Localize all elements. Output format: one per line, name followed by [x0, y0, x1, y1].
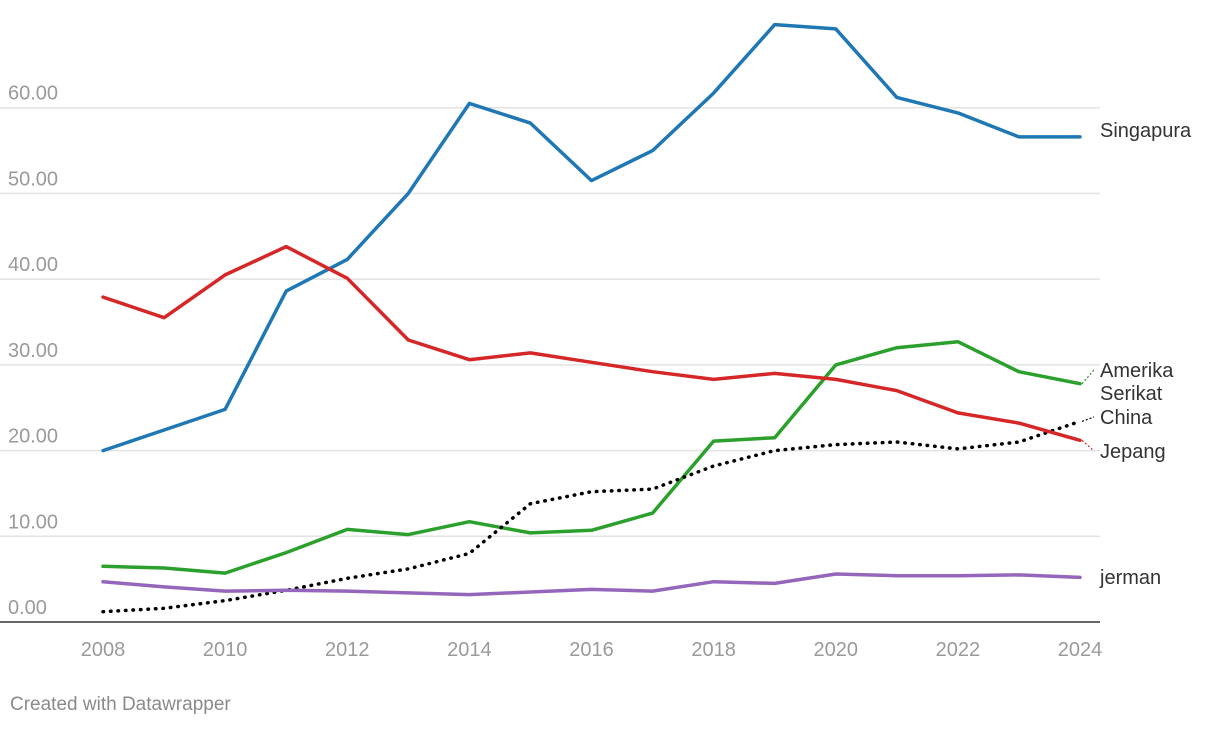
label-connector-jepang [1081, 439, 1095, 452]
series-line-jepang [101, 244, 1082, 443]
y-tick-label: 20.00 [8, 426, 58, 448]
series-label-amerika-serikat: Serikat [1100, 383, 1163, 405]
x-tick-label: 2020 [814, 639, 859, 661]
series-label-jerman: jerman [1099, 567, 1161, 589]
label-connector-china [1081, 416, 1095, 422]
series-label-china: China [1100, 407, 1153, 429]
x-axis: 2008 2010 2012 2014 2016 2018 2020 2022 2024 [0, 621, 1103, 661]
series-label-amerika-serikat: Amerika [1100, 360, 1174, 382]
y-tick-label: 30.00 [8, 340, 58, 362]
x-tick-label: 2014 [447, 639, 492, 661]
series-label-singapura: Singapura [1100, 120, 1192, 142]
series-line-singapura [101, 22, 1082, 453]
series-line-jerman [101, 572, 1082, 597]
y-tick-label: 0.00 [8, 597, 47, 619]
label-connector-amerika-serikat [1081, 369, 1095, 385]
x-tick-label: 2012 [325, 639, 370, 661]
series-line-china [101, 419, 1082, 614]
series-line-amerika-serikat [101, 339, 1082, 575]
x-tick-label: 2024 [1058, 639, 1103, 661]
gridlines [0, 106, 1100, 538]
series-label-jepang: Jepang [1100, 441, 1166, 463]
y-axis: 0.00 10.00 20.00 30.00 40.00 50.00 60.00 [8, 83, 58, 619]
y-tick-label: 50.00 [8, 168, 58, 190]
x-tick-label: 2018 [691, 639, 736, 661]
x-tick-label: 2022 [936, 639, 981, 661]
y-tick-label: 10.00 [8, 511, 58, 533]
x-tick-label: 2016 [569, 639, 614, 661]
series-lines [101, 22, 1082, 614]
x-tick-label: 2008 [81, 639, 126, 661]
x-tick-label: 2010 [203, 639, 248, 661]
credit-footer: Created with Datawrapper [10, 694, 231, 715]
y-tick-label: 60.00 [8, 83, 58, 105]
y-tick-label: 40.00 [8, 254, 58, 276]
